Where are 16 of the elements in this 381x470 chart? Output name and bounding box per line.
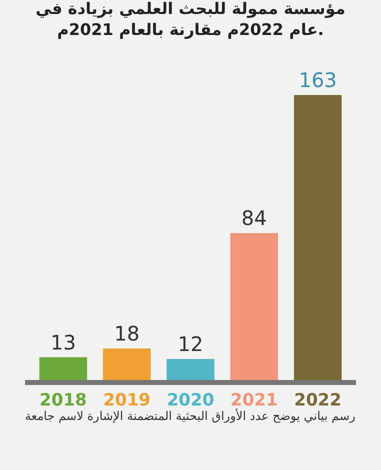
x-tick-label: 2020 [166, 390, 214, 410]
x-tick-label: 2022 [294, 390, 342, 410]
bar [102, 348, 151, 380]
x-tick-label: 2018 [40, 390, 87, 410]
bar [39, 357, 88, 380]
bar [294, 95, 342, 380]
data-label: 84 [241, 206, 267, 230]
data-label: 12 [178, 332, 204, 356]
bar [166, 359, 214, 380]
x-tick-label: 2019 [103, 390, 151, 410]
bar [230, 233, 278, 380]
data-label: 13 [50, 330, 76, 354]
data-label: 18 [114, 322, 140, 346]
chart-title: مؤسسة ممولة للبحث العلمي بزيادة في عام 2022م مقارنة بالعام 2021م. [36, 0, 346, 39]
data-label: 163 [298, 68, 337, 92]
text: رسم بياني يوضح عدد الأوراق البحثية المتضمنة الإشارة لاسم جامعة [25, 408, 356, 423]
